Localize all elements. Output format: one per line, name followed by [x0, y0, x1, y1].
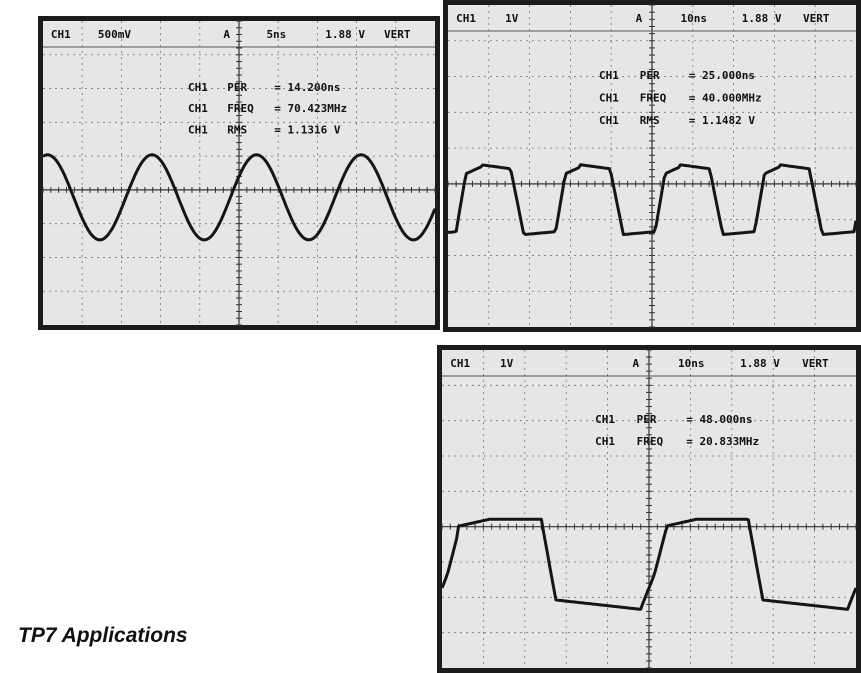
readout: FREQ	[227, 102, 254, 115]
scope-header: VERT	[802, 357, 829, 370]
readout: = 1.1482 V	[689, 114, 756, 127]
page: {"scopes": [ {"header": ["CH1", "500mV",…	[0, 0, 861, 673]
scope-header: 10ns	[678, 357, 705, 370]
scope-header: CH1	[51, 28, 71, 41]
readout: = 70.423MHz	[274, 102, 347, 115]
scope-header: VERT	[803, 12, 830, 25]
readout: RMS	[227, 123, 247, 136]
scope-header: 1.88 V	[740, 357, 780, 370]
scope-header: VERT	[384, 28, 411, 41]
readout: = 25.000ns	[689, 69, 755, 82]
readout: PER	[227, 81, 247, 94]
readout: CH1	[599, 69, 619, 82]
scope-header: A	[632, 357, 639, 370]
readout: CH1	[599, 91, 619, 104]
readout: CH1	[188, 81, 208, 94]
readout: FREQ	[637, 435, 664, 448]
scope-header: CH1	[456, 12, 476, 25]
scope-header: 1V	[505, 12, 519, 25]
scope: CH1 1V A 10ns 1.88 V VERT CH1 PER = 25.000ns CH1 F…	[443, 0, 861, 332]
readout: = 20.833MHz	[686, 435, 759, 448]
readout: CH1	[188, 102, 208, 115]
scope-header: CH1	[450, 357, 470, 370]
scope-header: 1.88 V	[325, 28, 365, 41]
readout: CH1	[595, 435, 615, 448]
readout: CH1	[188, 123, 208, 136]
readout: = 1.1316 V	[274, 123, 341, 136]
scope-header: 1.88 V	[742, 12, 782, 25]
scope-header: A	[223, 28, 230, 41]
scope-header: 500mV	[98, 28, 131, 41]
readout: CH1	[595, 413, 615, 426]
readout: FREQ	[640, 91, 667, 104]
scope-header: A	[636, 12, 643, 25]
readout: CH1	[599, 114, 619, 127]
readout: PER	[640, 69, 660, 82]
readout: RMS	[640, 114, 660, 127]
scope-header: 1V	[500, 357, 514, 370]
scope-header: 5ns	[266, 28, 286, 41]
scope-header: 10ns	[681, 12, 708, 25]
readout: = 48.000ns	[686, 413, 752, 426]
readout: = 40.000MHz	[689, 91, 762, 104]
document: TP7 Applications CH1500mVA5ns1.88 VVERTC…	[0, 0, 861, 673]
caption: TP7 Applications	[18, 624, 188, 647]
readout: = 14.200ns	[274, 81, 340, 94]
scope: CH1 500mV A 5ns 1.88 V VERT CH1 PER = 14.200ns CH…	[38, 16, 440, 330]
scope: CH1 1V A 10ns 1.88 V VERT CH1 PER = 48.000ns CH1 F…	[437, 345, 861, 673]
readout: PER	[637, 413, 657, 426]
